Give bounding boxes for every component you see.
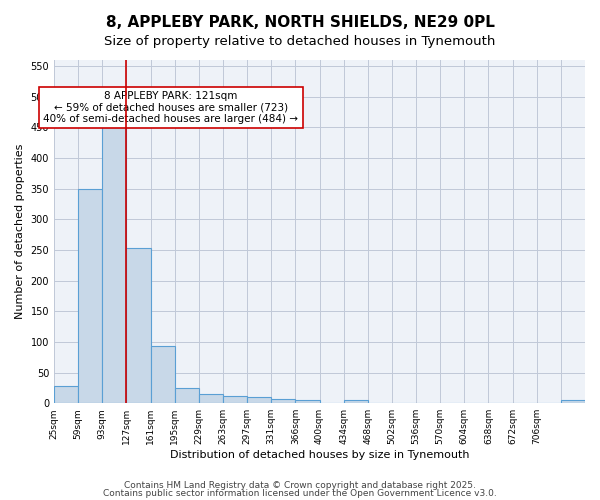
Bar — [247, 397, 271, 403]
Bar — [295, 400, 320, 403]
Y-axis label: Number of detached properties: Number of detached properties — [15, 144, 25, 320]
Bar — [103, 128, 127, 403]
Text: Contains public sector information licensed under the Open Government Licence v3: Contains public sector information licen… — [103, 488, 497, 498]
Text: Contains HM Land Registry data © Crown copyright and database right 2025.: Contains HM Land Registry data © Crown c… — [124, 481, 476, 490]
Bar — [199, 394, 223, 403]
Bar — [223, 396, 247, 403]
Text: Size of property relative to detached houses in Tynemouth: Size of property relative to detached ho… — [104, 35, 496, 48]
Bar — [175, 388, 199, 403]
Bar — [561, 400, 585, 403]
Text: 8 APPLEBY PARK: 121sqm
← 59% of detached houses are smaller (723)
40% of semi-de: 8 APPLEBY PARK: 121sqm ← 59% of detached… — [43, 91, 298, 124]
Bar — [151, 346, 175, 403]
Bar — [54, 386, 78, 403]
Bar — [344, 400, 368, 403]
Text: 8, APPLEBY PARK, NORTH SHIELDS, NE29 0PL: 8, APPLEBY PARK, NORTH SHIELDS, NE29 0PL — [106, 15, 494, 30]
Bar — [271, 399, 295, 403]
X-axis label: Distribution of detached houses by size in Tynemouth: Distribution of detached houses by size … — [170, 450, 469, 460]
Bar — [78, 188, 103, 403]
Bar — [127, 248, 151, 403]
